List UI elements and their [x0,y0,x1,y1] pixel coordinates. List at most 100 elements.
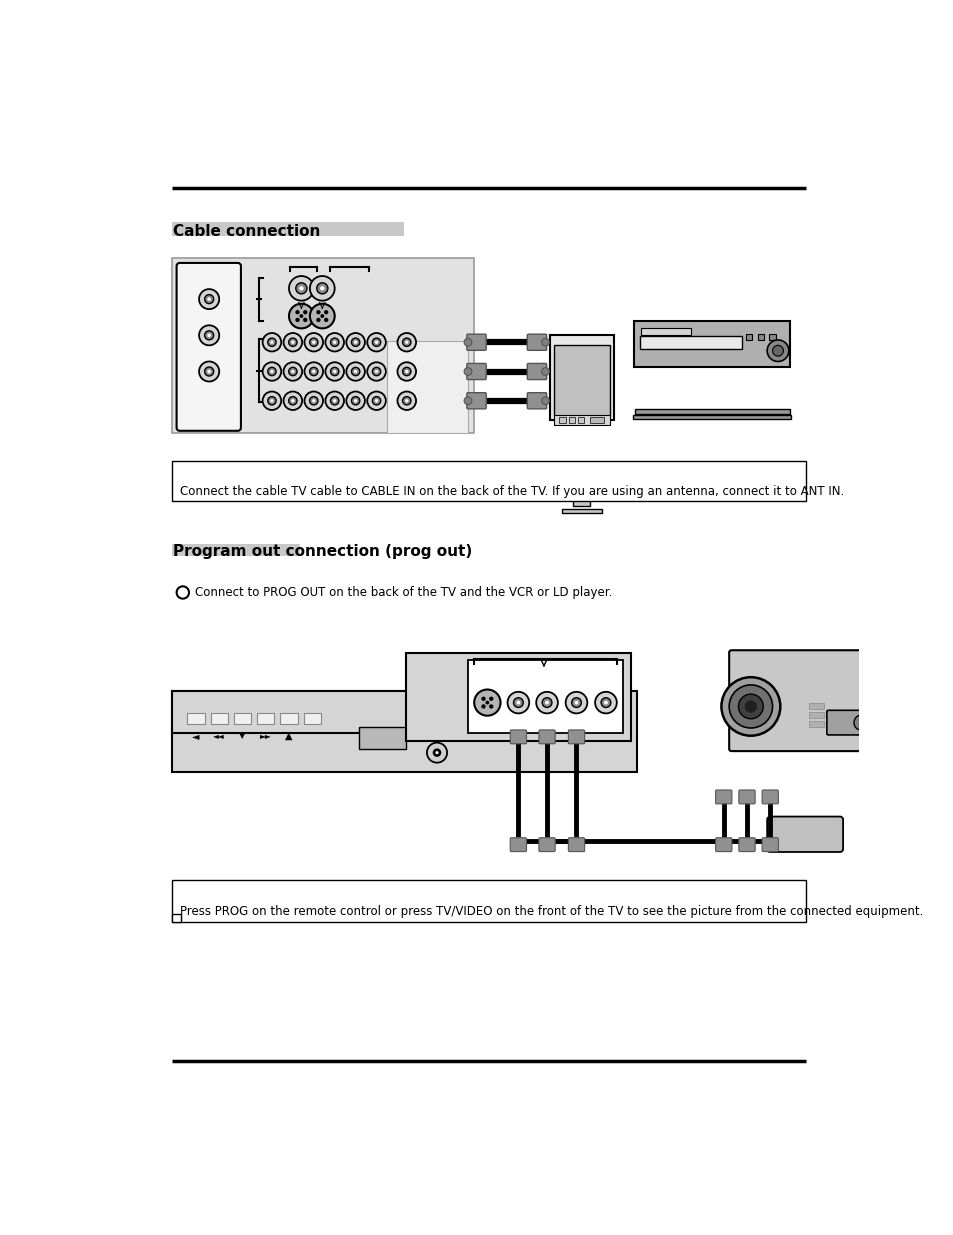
Text: ▲: ▲ [285,731,293,741]
Circle shape [507,692,529,714]
Circle shape [346,391,365,410]
Circle shape [464,368,472,375]
Circle shape [310,396,317,405]
Circle shape [325,391,344,410]
Bar [808,703,823,709]
Circle shape [405,399,408,403]
Circle shape [405,341,408,343]
Circle shape [375,369,377,373]
Circle shape [291,369,294,373]
Circle shape [536,692,558,714]
Bar [359,727,406,748]
Text: Program out connection (prog out): Program out connection (prog out) [173,543,473,559]
Circle shape [316,310,320,315]
Circle shape [402,338,411,346]
Circle shape [541,396,549,405]
FancyBboxPatch shape [527,363,546,379]
Circle shape [744,700,757,713]
Circle shape [853,715,868,730]
Circle shape [427,742,447,763]
Circle shape [295,283,307,294]
Circle shape [346,333,365,352]
Bar [280,713,297,724]
Circle shape [289,396,296,405]
Circle shape [303,317,307,322]
FancyBboxPatch shape [568,837,584,852]
Bar [590,417,604,424]
Circle shape [325,333,344,352]
Circle shape [402,396,411,405]
Circle shape [325,362,344,380]
Text: ◄◄: ◄◄ [213,731,225,740]
Circle shape [333,369,336,373]
Circle shape [262,362,281,380]
Circle shape [474,689,500,716]
Bar [172,914,181,923]
Circle shape [199,325,219,346]
Circle shape [324,317,328,322]
Text: Cable connection: Cable connection [173,224,320,238]
Circle shape [176,587,189,599]
Bar [554,415,609,425]
Circle shape [728,685,772,727]
FancyBboxPatch shape [761,790,778,804]
Bar [568,417,575,424]
Bar [187,713,204,724]
Circle shape [310,304,335,329]
Circle shape [304,362,323,380]
Text: ►►: ►► [259,731,272,740]
Bar [172,879,805,923]
Text: ▼: ▼ [239,731,246,740]
Bar [634,409,789,414]
Circle shape [291,399,294,403]
Circle shape [303,310,307,315]
Circle shape [433,748,441,757]
Circle shape [204,295,213,304]
Circle shape [603,700,607,704]
Bar [172,692,412,734]
Bar [769,333,775,340]
Circle shape [375,399,377,403]
Circle shape [595,692,617,714]
Circle shape [316,283,328,294]
FancyBboxPatch shape [715,837,731,852]
Circle shape [367,391,385,410]
Bar [211,713,228,724]
Circle shape [262,391,281,410]
Circle shape [199,289,219,309]
Circle shape [204,331,213,340]
Circle shape [772,346,782,356]
Circle shape [199,362,219,382]
Circle shape [316,317,320,322]
FancyBboxPatch shape [738,790,755,804]
Circle shape [397,362,416,380]
Circle shape [207,298,211,301]
FancyBboxPatch shape [466,363,486,379]
Bar [558,417,565,424]
FancyBboxPatch shape [738,837,755,852]
Circle shape [485,700,489,704]
Circle shape [283,362,302,380]
Circle shape [333,341,336,343]
FancyBboxPatch shape [568,730,584,743]
Circle shape [354,369,357,373]
Circle shape [304,391,323,410]
Bar [468,661,622,734]
Circle shape [270,369,274,373]
Circle shape [544,700,548,704]
FancyBboxPatch shape [538,837,555,852]
FancyBboxPatch shape [766,816,842,852]
Circle shape [268,367,275,375]
Circle shape [312,369,315,373]
Circle shape [565,692,587,714]
Circle shape [481,697,485,701]
Bar [745,333,752,340]
Circle shape [541,368,549,375]
Circle shape [541,698,552,708]
Bar [172,543,299,556]
Circle shape [397,391,416,410]
Circle shape [289,338,296,346]
Circle shape [320,314,324,317]
Circle shape [283,333,302,352]
Circle shape [464,396,472,405]
